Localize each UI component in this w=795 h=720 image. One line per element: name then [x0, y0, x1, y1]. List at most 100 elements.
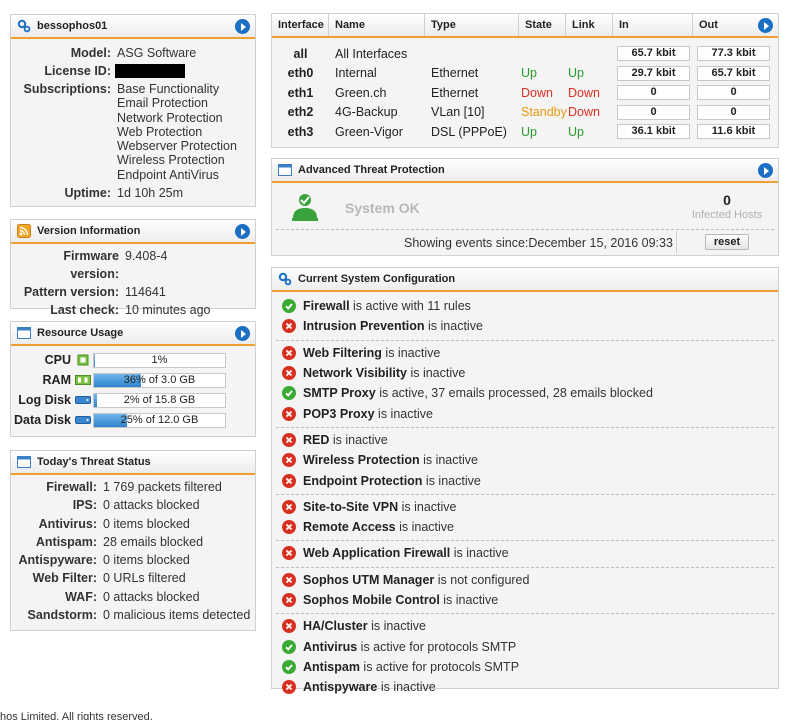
config-item-name[interactable]: Site-to-Site VPN	[303, 499, 399, 514]
config-item-name[interactable]: Firewall	[303, 299, 350, 314]
threat-row: Antispyware: 0 items blocked	[15, 551, 255, 569]
interfaces-details-button[interactable]	[758, 18, 773, 33]
col-in[interactable]: In	[613, 14, 693, 36]
config-item-name[interactable]: Sophos UTM Manager	[303, 572, 435, 587]
config-item-name[interactable]: Intrusion Prevention	[303, 319, 425, 334]
col-name[interactable]: Name	[329, 14, 425, 36]
interface-id: eth3	[287, 124, 314, 139]
threat-label: Antispam:	[35, 534, 97, 549]
config-item-name[interactable]: Network Visibility	[303, 366, 407, 381]
status-error-icon	[282, 319, 296, 334]
config-item[interactable]: Intrusion Prevention is inactive	[276, 316, 774, 336]
config-item[interactable]: HA/Cluster is inactive	[276, 616, 774, 636]
config-item-name[interactable]: Sophos Mobile Control	[303, 593, 440, 607]
interface-row[interactable]: eth1 Green.ch Ethernet Down Down 0 0	[272, 83, 778, 103]
interface-row[interactable]: eth0 Internal Ethernet Up Up 29.7 kbit 65.7 kb…	[272, 64, 778, 84]
uptime-value: 1d 10h 25m	[117, 186, 184, 201]
user-shield-icon	[290, 191, 320, 226]
config-item-state: is active for protocols SMTP	[357, 639, 517, 654]
resource-value: 25% of 12.0 GB	[120, 413, 199, 426]
config-item-name[interactable]: Endpoint Protection	[303, 473, 423, 488]
interface-row[interactable]: all All Interfaces 65.7 kbit 77.3 kbit	[272, 44, 778, 64]
col-link[interactable]: Link	[566, 14, 613, 36]
system-details-button[interactable]	[235, 19, 250, 34]
config-item-name[interactable]: POP3 Proxy	[303, 406, 375, 421]
config-item[interactable]: Web Filtering is inactive	[276, 343, 774, 363]
config-item[interactable]: RED is inactive	[276, 430, 774, 450]
config-item[interactable]: Site-to-Site VPN is inactive	[276, 497, 774, 517]
status-error-icon	[282, 432, 296, 447]
resource-row: Data Disk 25% of 12.0 GB	[11, 410, 255, 430]
config-item[interactable]: Web Application Firewall is inactive	[276, 543, 774, 563]
config-item-name[interactable]: Wireless Protection	[303, 453, 420, 468]
interface-out: 0	[697, 104, 770, 120]
ram-module-icon	[75, 373, 91, 387]
config-item[interactable]: Sophos Mobile Control is inactive	[276, 590, 774, 610]
config-item[interactable]: Firewall is active with 11 rules	[276, 296, 774, 316]
window-icon	[17, 326, 31, 340]
config-item-name[interactable]: Web Application Firewall	[303, 546, 451, 561]
col-interface[interactable]: Interface	[272, 14, 329, 36]
config-item[interactable]: Remote Access is inactive	[276, 517, 774, 537]
config-item-name[interactable]: SMTP Proxy	[303, 386, 376, 401]
config-item[interactable]: Network Visibility is inactive	[276, 363, 774, 383]
interface-type: VLan [10]	[431, 105, 485, 120]
config-item-name[interactable]: Antispyware	[303, 680, 378, 695]
config-item-state: is inactive	[406, 366, 466, 381]
interface-out: 77.3 kbit	[697, 46, 770, 62]
col-out[interactable]: Out	[699, 19, 718, 31]
config-item-state: is inactive	[395, 520, 454, 535]
interface-in-cell: 0	[613, 104, 693, 120]
config-group: Sophos UTM Manager is not configured Soph…	[276, 568, 774, 615]
interface-in-cell: 36.1 kbit	[613, 124, 693, 140]
col-state[interactable]: State	[519, 14, 566, 36]
config-item[interactable]: Wireless Protection is inactive	[276, 450, 774, 470]
resource-details-button[interactable]	[235, 326, 250, 341]
status-error-icon	[282, 572, 296, 587]
status-ok-icon	[282, 386, 296, 401]
config-item[interactable]: Antispyware is inactive	[276, 677, 774, 697]
interface-out-cell: 77.3 kbit	[693, 46, 773, 62]
reset-button[interactable]: reset	[705, 234, 749, 250]
config-item[interactable]: Sophos UTM Manager is not configured	[276, 570, 774, 590]
config-item-name[interactable]: Web Filtering	[303, 345, 382, 360]
config-item[interactable]: SMTP Proxy is active, 37 emails processe…	[276, 383, 774, 403]
interface-name: 4G-Backup	[335, 105, 398, 120]
threat-label: Sandstorm:	[27, 608, 97, 623]
config-item-name[interactable]: RED	[303, 432, 330, 447]
subscriptions-list: Base Functionality Email Protection Netw…	[111, 80, 237, 182]
status-error-icon	[282, 593, 296, 607]
pattern-value: 114641	[125, 285, 166, 299]
threat-row: Web Filter: 0 URLs filtered	[15, 569, 255, 587]
version-details-button[interactable]	[235, 224, 250, 239]
config-panel-title: Current System Configuration	[298, 273, 456, 285]
system-panel-title: bessophos01	[37, 20, 108, 32]
status-error-icon	[282, 473, 296, 488]
interface-row[interactable]: eth2 4G-Backup VLan [10] Standby Down 0 0	[272, 103, 778, 123]
config-group: Firewall is active with 11 rules Intrusio…	[276, 294, 774, 341]
status-error-icon	[282, 680, 296, 695]
config-item-state: is active, 37 emails processed, 28 email…	[375, 386, 653, 401]
config-group: HA/Cluster is inactive Antivirus is activ…	[276, 614, 774, 700]
interface-id: eth2	[287, 105, 314, 120]
threat-panel: Today's Threat Status Firewall: 1 769 pac…	[10, 450, 256, 631]
config-item[interactable]: POP3 Proxy is inactive	[276, 403, 774, 423]
threat-value: 0 URLs filtered	[103, 571, 186, 586]
resource-row: CPU 1%	[11, 350, 255, 370]
rss-feed-icon	[17, 224, 31, 238]
threat-label: Antivirus:	[38, 516, 97, 531]
interface-in: 36.1 kbit	[617, 124, 690, 140]
config-item-name[interactable]: Antispam	[303, 659, 360, 674]
config-item-name[interactable]: HA/Cluster	[303, 619, 368, 634]
config-item[interactable]: Antispam is active for protocols SMTP	[276, 657, 774, 677]
interface-link: Up	[568, 124, 584, 139]
config-item[interactable]: Antivirus is active for protocols SMTP	[276, 636, 774, 656]
config-item[interactable]: Endpoint Protection is inactive	[276, 470, 774, 490]
col-type[interactable]: Type	[425, 14, 519, 36]
config-item-name[interactable]: Antivirus	[303, 639, 358, 654]
config-item-name[interactable]: Remote Access	[303, 520, 396, 535]
interface-row[interactable]: eth3 Green-Vigor DSL (PPPoE) Up Up 36.1 kbit 1…	[272, 122, 778, 142]
resource-row: Log Disk 2% of 15.8 GB	[11, 390, 255, 410]
atp-details-button[interactable]	[758, 163, 773, 178]
threat-value: 0 items blocked	[103, 516, 190, 531]
